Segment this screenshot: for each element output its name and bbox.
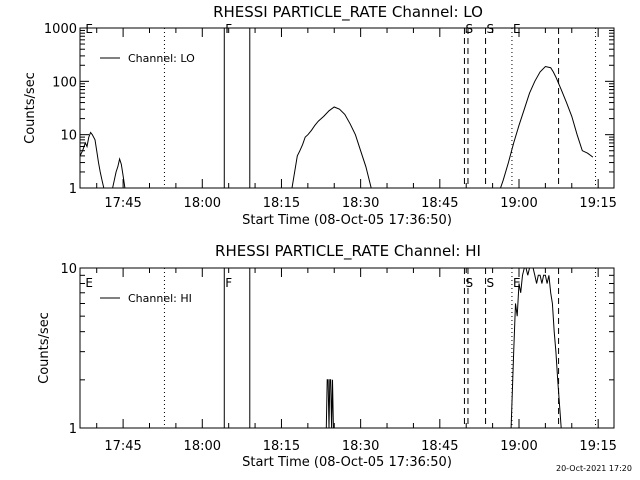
data-layer: [325, 268, 562, 428]
legend-label: Channel: HI: [128, 292, 192, 305]
y-tick-label: 1: [69, 182, 77, 197]
series-line: [80, 131, 105, 188]
x-axis-label: Start Time (08-Oct-05 17:36:50): [242, 455, 452, 470]
event-marker-label: E: [513, 276, 521, 290]
x-tick-label: 18:45: [421, 439, 458, 454]
x-tick-label: 19:00: [500, 196, 537, 211]
series-line: [500, 65, 594, 188]
event-marker-label: S: [487, 22, 495, 36]
x-axis-label: Start Time (08-Oct-05 17:36:50): [242, 213, 452, 228]
y-axis-label: Counts/sec: [23, 72, 38, 144]
data-layer: [80, 65, 594, 188]
series-line: [325, 379, 334, 428]
x-tick-label: 17:45: [104, 439, 141, 454]
y-axis-label: Counts/sec: [37, 312, 52, 384]
y-tick-label: 100: [52, 75, 77, 90]
x-tick-label: 18:45: [421, 196, 458, 211]
plot-frame: [79, 27, 615, 189]
event-marker-label: F: [225, 276, 232, 290]
x-tick-label: 18:15: [263, 439, 300, 454]
y-tick-label: 1: [69, 422, 77, 437]
x-tick-label: 18:15: [263, 196, 300, 211]
event-marker-label: F: [225, 22, 232, 36]
event-marker-label: E: [85, 22, 93, 36]
legend-label: Channel: LO: [128, 52, 195, 65]
x-tick-label: 18:30: [342, 196, 379, 211]
event-marker-label: S: [465, 276, 473, 290]
x-tick-label: 18:30: [342, 439, 379, 454]
y-tick-label: 10: [60, 129, 77, 144]
series-line: [510, 268, 562, 428]
chart-panel-0: [79, 27, 615, 189]
x-tick-label: 19:15: [579, 196, 616, 211]
chart-panel-1: [79, 267, 615, 429]
plot-frame: [79, 267, 615, 429]
chart-title: RHESSI PARTICLE_RATE Channel: HI: [215, 242, 481, 261]
event-marker-label: S: [487, 276, 495, 290]
series-line: [112, 157, 126, 188]
x-tick-label: 19:15: [579, 439, 616, 454]
y-tick-label: 1000: [44, 22, 77, 37]
x-tick-label: 18:00: [184, 196, 221, 211]
event-marker-label: E: [85, 276, 93, 290]
event-marker-label: S: [465, 22, 473, 36]
event-marker-label: E: [513, 22, 521, 36]
date-stamp: 20-Oct-2021 17:20: [556, 464, 632, 473]
series-line: [291, 106, 372, 188]
x-tick-label: 19:00: [500, 439, 537, 454]
x-tick-label: 17:45: [104, 196, 141, 211]
x-tick-label: 18:00: [184, 439, 221, 454]
y-tick-label: 10: [60, 262, 77, 277]
chart-title: RHESSI PARTICLE_RATE Channel: LO: [213, 3, 483, 22]
